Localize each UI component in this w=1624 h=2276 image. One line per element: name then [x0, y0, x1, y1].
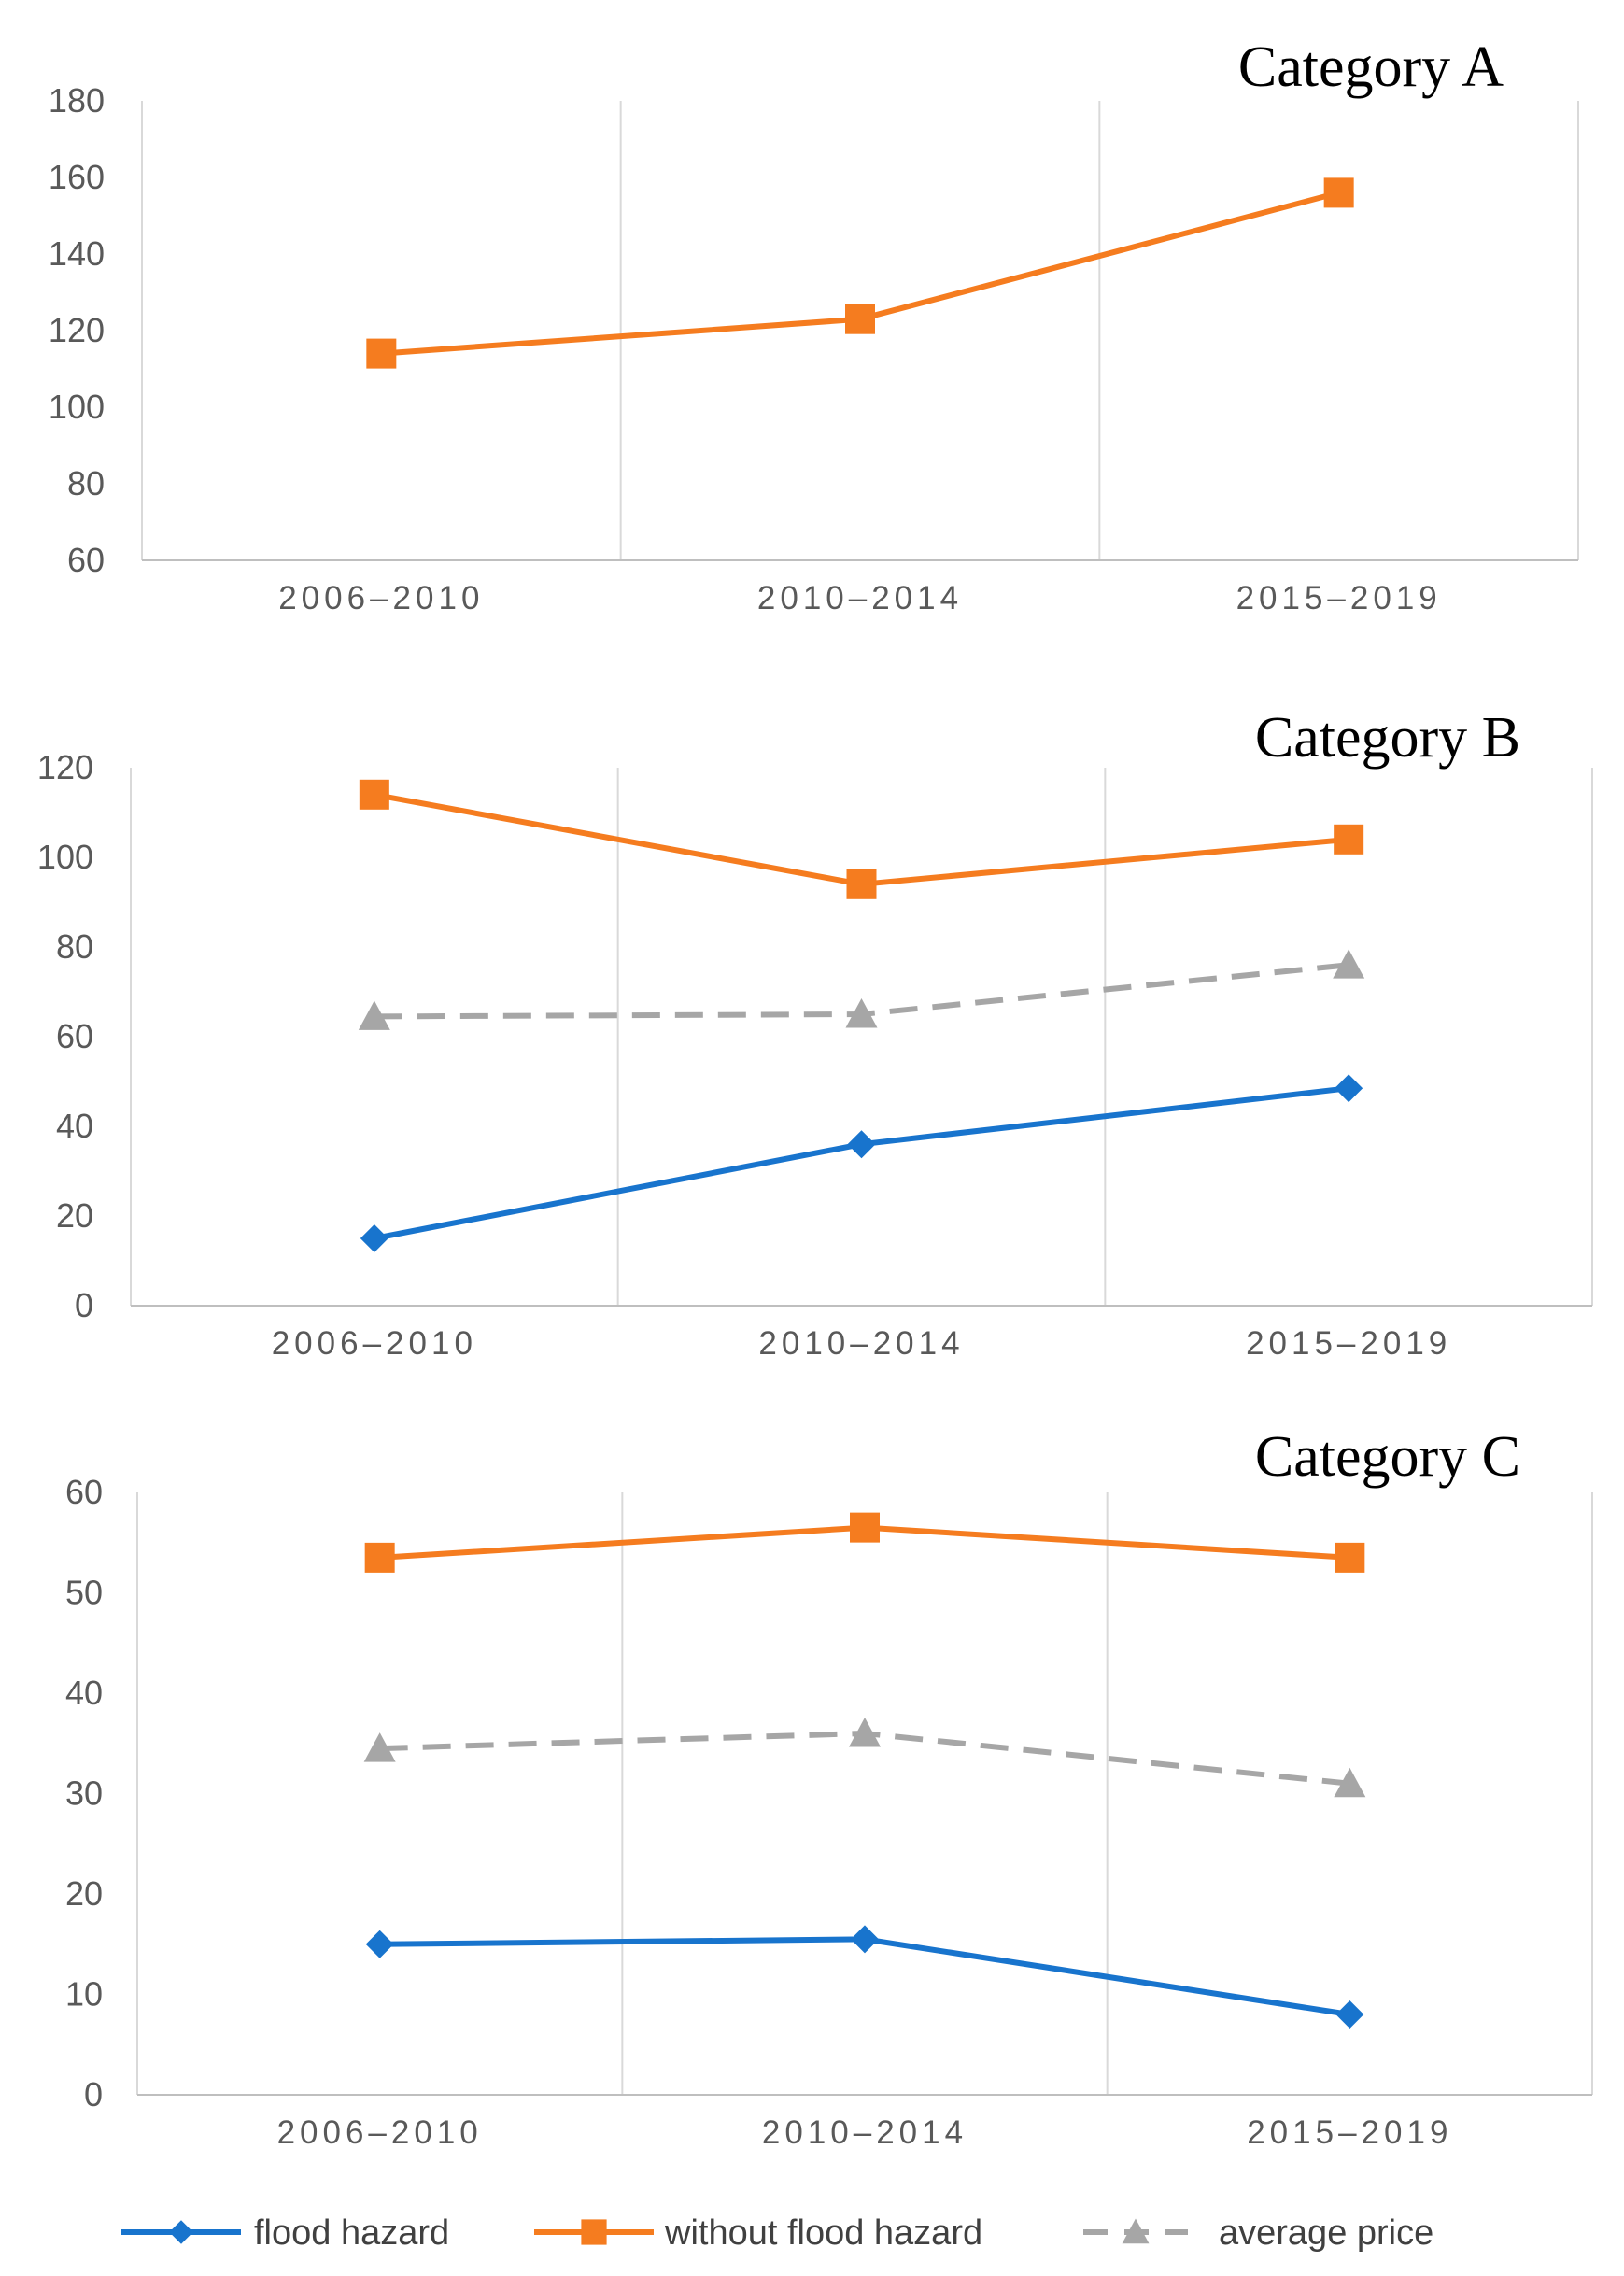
- data-point-flood-hazard: [847, 1130, 876, 1159]
- series-without-flood-hazard: [359, 779, 1364, 899]
- data-point-flood-hazard: [1335, 1074, 1363, 1103]
- legend-marker: [169, 2220, 193, 2244]
- legend: flood hazard without flood hazard average …: [121, 2213, 1433, 2253]
- data-point-without-flood-hazard: [364, 1542, 395, 1573]
- legend-item-flood-hazard: flood hazard: [121, 2213, 449, 2253]
- data-point-average-price: [363, 1732, 396, 1762]
- y-tick-label: 20: [65, 1874, 103, 1913]
- data-point-without-flood-hazard: [359, 779, 389, 810]
- data-point-without-flood-hazard: [366, 338, 397, 369]
- x-tick-label: 2015–2019: [1246, 1325, 1451, 1362]
- series-average-price: [363, 1718, 1366, 1798]
- y-tick-label: 180: [49, 81, 105, 120]
- legend-label: without flood hazard: [664, 2213, 982, 2253]
- y-tick-label: 40: [65, 1674, 103, 1712]
- y-tick-label: 30: [65, 1774, 103, 1813]
- series-line-flood-hazard: [374, 1085, 1349, 1241]
- y-tick-label: 0: [75, 1286, 93, 1324]
- y-tick-label: 60: [67, 541, 105, 579]
- data-point-flood-hazard: [1335, 2000, 1364, 2029]
- data-point-average-price: [1334, 1767, 1366, 1798]
- data-point-flood-hazard: [360, 1224, 388, 1252]
- data-point-without-flood-hazard: [850, 1512, 880, 1543]
- series-average-price: [358, 949, 1365, 1030]
- legend-label: average price: [1219, 2213, 1433, 2253]
- series-flood-hazard: [360, 1074, 1363, 1252]
- y-tick-label: 10: [65, 1975, 103, 2014]
- x-tick-label: 2006–2010: [272, 1325, 477, 1362]
- chart-category-a: 60 80 100 120 140 160 180 2006–2010 2010–2014 201…: [49, 35, 1579, 616]
- chart-title: Category A: [1238, 35, 1504, 99]
- data-point-without-flood-hazard: [1334, 824, 1364, 855]
- data-point-flood-hazard: [851, 1925, 879, 1954]
- y-tick-label: 100: [49, 388, 105, 426]
- chart-category-b: 0 20 40 60 80 100 120 2006–2010 2010–2014 2015–20…: [37, 706, 1593, 1362]
- x-tick-label: 2010–2014: [757, 580, 963, 616]
- x-tick-label: 2010–2014: [758, 1325, 964, 1362]
- x-tick-label: 2010–2014: [762, 2114, 967, 2151]
- x-tick-label: 2015–2019: [1236, 580, 1442, 616]
- y-tick-label: 120: [37, 748, 93, 786]
- y-tick-label: 140: [49, 234, 105, 273]
- data-point-average-price: [845, 998, 878, 1028]
- y-tick-label: 80: [56, 927, 93, 966]
- chart-category-c: 0 10 20 30 40 50 60 2006–2010 2010–2014 2015–2019…: [65, 1425, 1593, 2151]
- x-tick-label: 2006–2010: [278, 580, 484, 616]
- x-tick-label: 2006–2010: [277, 2114, 483, 2151]
- data-point-average-price: [358, 1000, 390, 1030]
- legend-item-without-flood-hazard: without flood hazard: [534, 2213, 982, 2253]
- y-tick-label: 160: [49, 158, 105, 196]
- data-point-without-flood-hazard: [1335, 1542, 1365, 1573]
- y-tick-label: 50: [65, 1574, 103, 1612]
- data-point-without-flood-hazard: [845, 304, 875, 334]
- y-tick-label: 0: [84, 2075, 103, 2113]
- legend-marker: [1122, 2218, 1150, 2244]
- series-without-flood-hazard: [364, 1512, 1365, 1573]
- legend-item-average-price: average price: [1083, 2213, 1433, 2253]
- y-tick-label: 120: [49, 311, 105, 349]
- series-flood-hazard: [365, 1925, 1364, 2029]
- chart-title: Category C: [1255, 1425, 1520, 1489]
- y-tick-label: 100: [37, 838, 93, 876]
- y-tick-label: 60: [65, 1473, 103, 1511]
- x-tick-label: 2015–2019: [1247, 2114, 1452, 2151]
- data-point-without-flood-hazard: [846, 869, 877, 899]
- data-point-without-flood-hazard: [1323, 177, 1354, 208]
- legend-marker: [581, 2219, 607, 2245]
- y-tick-label: 40: [56, 1107, 93, 1145]
- data-point-flood-hazard: [365, 1930, 394, 1958]
- data-point-average-price: [849, 1718, 881, 1747]
- chart-title: Category B: [1255, 706, 1520, 770]
- y-tick-label: 60: [56, 1017, 93, 1055]
- series-without-flood-hazard: [366, 177, 1354, 369]
- legend-label: flood hazard: [254, 2213, 449, 2253]
- y-tick-label: 80: [67, 464, 105, 502]
- y-tick-label: 20: [56, 1196, 93, 1235]
- data-point-average-price: [1333, 949, 1365, 979]
